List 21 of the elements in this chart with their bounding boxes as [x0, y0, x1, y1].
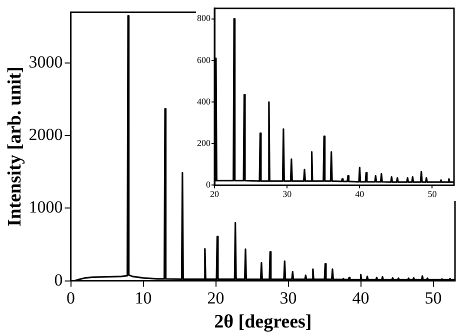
y-tick-label: 3000 [28, 52, 63, 72]
x-tick-label: 50 [424, 288, 442, 308]
y-tick-label: 0 [54, 270, 63, 290]
x-tick-label: 40 [352, 288, 370, 308]
x-tick-label: 40 [355, 188, 365, 199]
x-tick-label: 30 [280, 288, 297, 308]
y-tick-label: 0 [206, 180, 211, 190]
x-tick-label: 50 [428, 188, 438, 199]
x-tick-label: 0 [66, 288, 76, 308]
y-tick-label: 1000 [28, 198, 63, 217]
x-axis-title: 2θ [degrees] [214, 312, 312, 333]
x-tick-label: 20 [207, 288, 224, 308]
y-tick-label: 200 [197, 138, 211, 148]
x-tick-label: 30 [282, 188, 292, 199]
y-axis-title: Intensity [arb. unit] [4, 66, 26, 226]
x-tick-label: 20 [210, 188, 220, 199]
y-tick-label: 600 [197, 54, 211, 65]
y-tick-label: 400 [197, 96, 211, 106]
y-tick-label: 2000 [28, 125, 63, 144]
y-tick-label: 800 [197, 13, 211, 24]
x-tick-label: 10 [134, 288, 152, 308]
